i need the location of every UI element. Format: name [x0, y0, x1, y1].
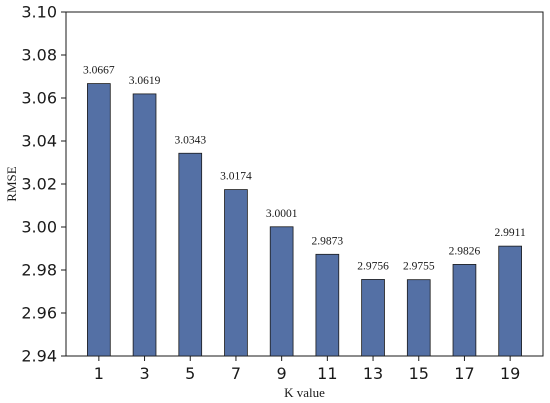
x-tick-label: 13	[363, 364, 383, 383]
x-tick-label: 11	[317, 364, 337, 383]
y-tick-label: 3.04	[21, 132, 57, 151]
bars	[87, 83, 522, 357]
y-tick-label: 2.96	[21, 304, 57, 323]
y-tick-label: 3.00	[21, 218, 57, 237]
x-tick-label: 1	[94, 364, 104, 383]
bar-value-label: 2.9755	[403, 261, 435, 273]
bar-value-label: 2.9826	[449, 245, 481, 257]
x-tick-label: 5	[185, 364, 195, 383]
bar-value-labels: 3.0667 3.0619 3.0343 3.0174 3.0001 2.9873 2.97…	[83, 65, 526, 273]
bar-k-19	[498, 245, 522, 357]
y-tick-label: 3.08	[21, 46, 57, 65]
bar-value-label: 2.9873	[312, 235, 344, 247]
bar-value-label: 3.0619	[129, 75, 161, 87]
y-tick-label: 2.94	[21, 347, 57, 366]
bar-value-label: 3.0667	[83, 65, 115, 77]
y-tick-label: 3.06	[21, 89, 57, 108]
y-axis-title: RMSE	[4, 166, 19, 201]
x-tick-label: 3	[139, 364, 149, 383]
x-axis-title: K value	[284, 385, 325, 400]
x-tick-label: 19	[500, 364, 520, 383]
bar-k-13	[361, 279, 385, 357]
x-tick-label: 15	[409, 364, 429, 383]
x-tick-label: 9	[277, 364, 287, 383]
bar-value-label: 3.0001	[266, 208, 298, 220]
bar-k-3	[132, 93, 157, 357]
y-tick-label: 3.02	[21, 175, 57, 194]
bar-k-17	[452, 264, 477, 357]
bar-k-15	[406, 279, 431, 357]
x-tick-label: 7	[231, 364, 241, 383]
bar-k-9	[269, 226, 294, 357]
y-tick-label: 3.10	[21, 3, 57, 22]
x-tick-label: 17	[454, 364, 474, 383]
bar-k-11	[315, 253, 340, 357]
bar-k-1	[87, 83, 111, 357]
bar-k-7	[224, 189, 248, 357]
x-axis: 1 3 5 7 9 11 13 15 17 19	[94, 356, 520, 383]
bar-value-label: 2.9911	[495, 227, 526, 239]
y-axis: 2.94 2.96 2.98 3.00 3.02 3.04 3.06 3.08 3.10	[21, 3, 66, 366]
bar-value-label: 3.0343	[174, 134, 206, 146]
bar-value-label: 2.9756	[357, 260, 389, 272]
bar-k-5	[178, 152, 203, 357]
bar-value-label: 3.0174	[220, 171, 252, 183]
y-tick-label: 2.98	[21, 261, 57, 280]
